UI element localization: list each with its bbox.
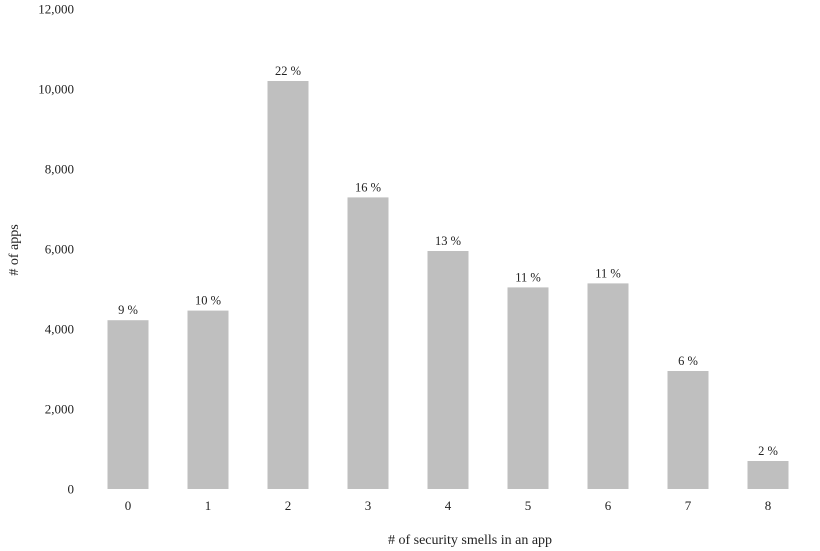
x-tick-label: 8 bbox=[765, 498, 772, 513]
x-tick-label: 4 bbox=[445, 498, 452, 513]
x-tick-label: 1 bbox=[205, 498, 212, 513]
bar bbox=[667, 371, 709, 489]
bar bbox=[747, 461, 789, 489]
y-tick-label: 6,000 bbox=[45, 242, 74, 257]
x-tick-label: 6 bbox=[605, 498, 612, 513]
bar bbox=[187, 310, 229, 489]
x-tick-label: 7 bbox=[685, 498, 692, 513]
y-axis-title: # of apps bbox=[7, 224, 22, 275]
bar-data-label: 11 % bbox=[515, 270, 541, 284]
bar bbox=[587, 283, 629, 489]
x-tick-label: 5 bbox=[525, 498, 532, 513]
y-tick-label: 8,000 bbox=[45, 162, 74, 177]
bar bbox=[267, 81, 309, 489]
y-axis-ticks: 0 2,000 4,000 6,000 8,000 10,000 12,000 bbox=[38, 2, 74, 497]
y-tick-label: 2,000 bbox=[45, 402, 74, 417]
y-tick-label: 10,000 bbox=[38, 82, 74, 97]
x-tick-label: 3 bbox=[365, 498, 372, 513]
bar bbox=[507, 287, 549, 489]
data-labels: 9 % 10 % 22 % 16 % 13 % 11 % 11 % 6 % 2 % bbox=[118, 64, 778, 458]
y-tick-label: 0 bbox=[68, 482, 75, 497]
x-tick-label: 0 bbox=[125, 498, 132, 513]
x-axis-title: # of security smells in an app bbox=[388, 533, 552, 548]
x-tick-label: 2 bbox=[285, 498, 292, 513]
bar bbox=[107, 320, 149, 489]
y-tick-label: 4,000 bbox=[45, 322, 74, 337]
bar-data-label: 6 % bbox=[678, 354, 698, 368]
bar-data-label: 16 % bbox=[355, 180, 381, 194]
bar bbox=[347, 197, 389, 489]
x-axis-ticks: 0 1 2 3 4 5 6 7 8 bbox=[125, 498, 772, 513]
bar-data-label: 11 % bbox=[595, 266, 621, 280]
bar-data-label: 2 % bbox=[758, 444, 778, 458]
bar-data-label: 9 % bbox=[118, 303, 138, 317]
bar-data-label: 22 % bbox=[275, 64, 301, 78]
bar-data-label: 10 % bbox=[195, 294, 221, 308]
bar bbox=[427, 251, 469, 489]
bar-data-label: 13 % bbox=[435, 234, 461, 248]
bars bbox=[107, 81, 789, 489]
y-tick-label: 12,000 bbox=[38, 2, 74, 17]
